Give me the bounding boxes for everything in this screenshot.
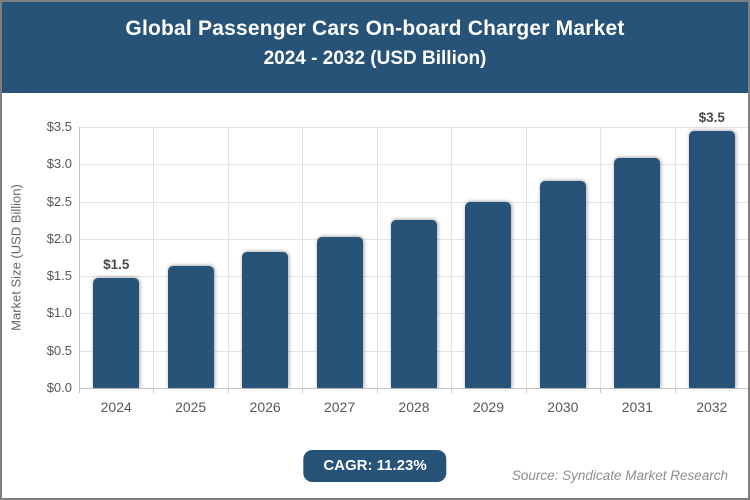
bar-2025 xyxy=(167,266,214,388)
x-tick-label: 2026 xyxy=(249,399,281,415)
x-axis-tick xyxy=(376,388,378,393)
v-gridline xyxy=(600,127,602,388)
bar-2028 xyxy=(391,220,437,388)
y-tick-label: $3.0 xyxy=(46,156,72,172)
v-gridline xyxy=(525,127,527,388)
x-axis-tick xyxy=(227,388,229,393)
bar-2030 xyxy=(539,180,586,388)
y-tick-label: $2.0 xyxy=(46,230,72,246)
v-gridline xyxy=(227,127,229,388)
chart-title: Global Passenger Cars On-board Charger M… xyxy=(125,17,625,40)
v-gridline xyxy=(302,127,304,388)
x-tick-label: 2030 xyxy=(547,399,579,415)
h-gridline xyxy=(80,127,748,128)
v-gridline xyxy=(451,127,453,388)
x-tick-label: 2027 xyxy=(323,399,356,415)
cagr-badge: CAGR: 11.23% xyxy=(303,450,447,482)
bar-2024 xyxy=(93,278,140,388)
v-gridline xyxy=(674,127,676,388)
x-axis-tick xyxy=(525,388,527,393)
y-tick-label: $3.5 xyxy=(46,119,72,134)
h-gridline xyxy=(80,164,748,166)
y-tick-label: $2.5 xyxy=(46,193,72,209)
y-tick-label: $0.5 xyxy=(46,342,72,358)
chart-header: Global Passenger Cars On-board Charger M… xyxy=(2,2,748,93)
x-axis-line xyxy=(79,388,748,389)
bar-2027 xyxy=(316,237,363,388)
x-axis-tick xyxy=(302,388,304,393)
bar-2026 xyxy=(242,252,289,388)
y-tick-label: $0.0 xyxy=(46,380,72,395)
source-credit: Source: Syndicate Market Research xyxy=(511,468,728,483)
x-tick-label: 2029 xyxy=(472,399,505,415)
v-gridline xyxy=(153,127,155,388)
y-axis-line xyxy=(79,127,80,393)
x-axis-tick xyxy=(153,388,155,393)
x-axis-tick xyxy=(600,388,602,393)
x-axis-tick xyxy=(451,388,453,393)
h-gridline xyxy=(80,201,748,203)
x-tick-label: 2025 xyxy=(175,399,207,415)
cagr-badge-label: CAGR: 11.23% xyxy=(323,457,427,474)
x-tick-label: 2031 xyxy=(621,399,653,415)
bar-value-label: $3.5 xyxy=(698,110,725,126)
bar-2029 xyxy=(465,201,512,388)
x-tick-label: 2028 xyxy=(398,399,430,415)
bar-2032 xyxy=(688,131,735,388)
x-axis-tick xyxy=(674,388,676,393)
x-tick-label: 2024 xyxy=(100,399,132,415)
v-gridline xyxy=(376,127,378,388)
bar-2031 xyxy=(614,157,661,388)
chart-subtitle: 2024 - 2032 (USD Billion) xyxy=(263,48,487,69)
y-axis-title: Market Size (USD Billion) xyxy=(8,184,24,331)
y-tick-label: $1.0 xyxy=(46,305,72,321)
y-tick-label: $1.5 xyxy=(46,268,72,284)
bar-value-label: $1.5 xyxy=(103,257,130,273)
x-tick-label: 2032 xyxy=(696,399,728,415)
